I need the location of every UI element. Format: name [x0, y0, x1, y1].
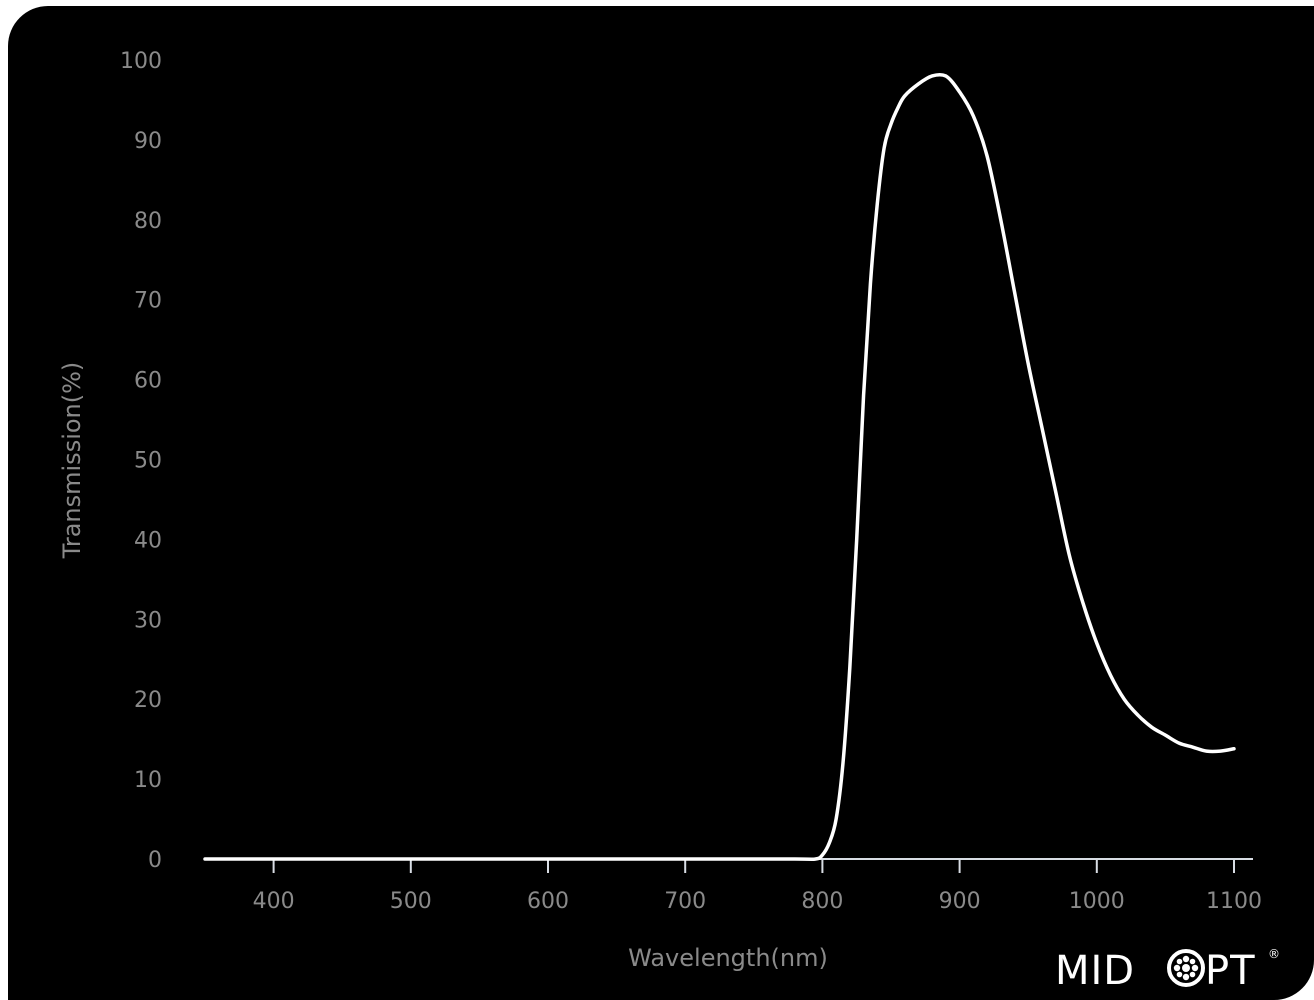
y-tick-label: 90 — [134, 129, 162, 154]
x-tick-label: 800 — [801, 889, 843, 914]
y-tick-labels: 0 10 20 30 40 50 60 70 80 90 100 — [120, 49, 162, 873]
y-tick-label: 30 — [134, 608, 162, 633]
y-tick-label: 100 — [120, 49, 162, 74]
y-tick-label: 10 — [134, 768, 162, 793]
logo-registered-mark: ® — [1268, 947, 1280, 961]
logo-text-left: MID — [1055, 948, 1135, 994]
x-tick-label: 500 — [390, 889, 432, 914]
midopt-logo: MID PT ® — [1055, 947, 1280, 994]
x-tick-label: 400 — [253, 889, 295, 914]
y-tick-label: 0 — [148, 848, 162, 873]
x-tick-labels: 400 500 600 700 800 900 1000 1100 — [253, 889, 1262, 914]
y-tick-label: 20 — [134, 688, 162, 713]
x-tick-label: 1000 — [1069, 889, 1125, 914]
logo-text-right: PT — [1205, 948, 1256, 994]
x-tick-label: 600 — [527, 889, 569, 914]
y-tick-label: 80 — [134, 209, 162, 234]
x-tick-label: 900 — [939, 889, 981, 914]
logo-lens-icon — [1167, 949, 1205, 987]
y-tick-label: 50 — [134, 449, 162, 474]
transmission-curve — [203, 72, 1236, 862]
x-tick-marks — [272, 859, 1235, 873]
x-axis-title: Wavelength(nm) — [628, 944, 828, 972]
chart-frame — [8, 6, 1314, 1000]
y-axis-title: Transmission(%) — [58, 362, 86, 560]
y-tick-label: 70 — [134, 289, 162, 314]
y-tick-label: 60 — [134, 369, 162, 394]
x-tick-label: 700 — [664, 889, 706, 914]
y-tick-label: 40 — [134, 528, 162, 553]
x-tick-label: 1100 — [1206, 889, 1262, 914]
